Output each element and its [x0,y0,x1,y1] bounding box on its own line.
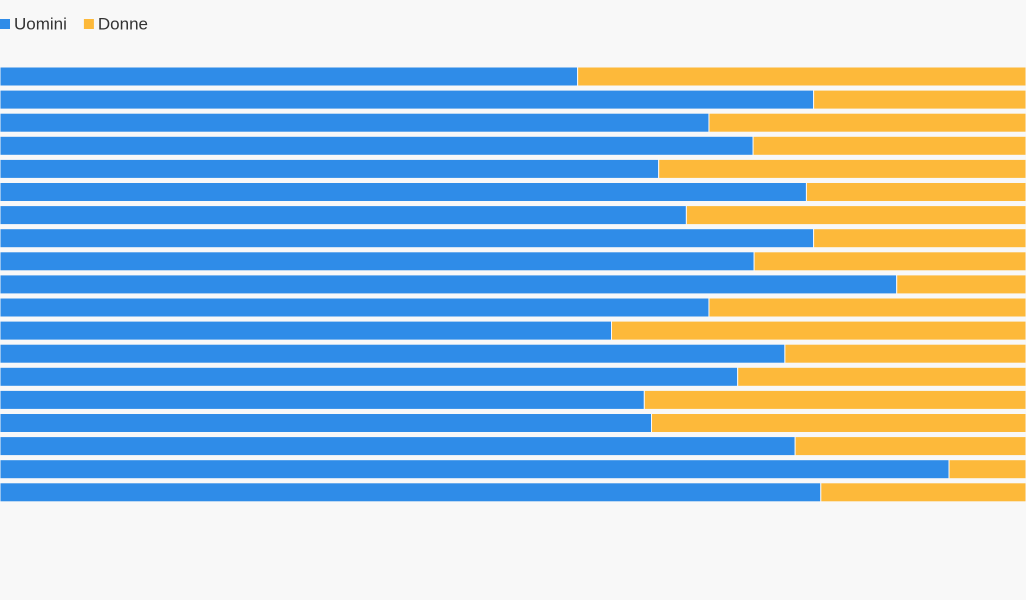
bar-segment [0,182,807,202]
legend-label: Donne [98,14,148,33]
bar-segment [752,135,1026,156]
bar-segment [784,343,1026,364]
bar-segment [0,205,687,226]
bar-segment [0,135,754,156]
bar-segment [0,413,653,433]
bar-segment [577,66,1026,87]
bar-segment [0,274,898,295]
bar-segment [0,158,660,179]
legend-swatch [83,19,94,29]
bar-segment [737,366,1026,387]
bar-segment [0,297,710,318]
bar-segment [896,274,1026,295]
bar-segment [658,158,1026,179]
bar-segment [685,205,1026,226]
bar-segment [0,482,822,503]
bar-segment [708,112,1026,133]
bar-segment [0,343,786,364]
bar-segment [643,389,1026,410]
bar-segment [0,366,739,387]
bar-segment [610,320,1026,341]
bar-segment [0,89,815,110]
bar-segment [753,251,1026,272]
bar-segment [794,436,1026,457]
bar-segment [820,482,1026,503]
bar-segment [0,459,950,480]
bar-segment [0,112,710,133]
bar-segment [948,459,1026,480]
bar-segment [0,251,755,272]
bar-segment [813,89,1026,110]
bar-segment [708,297,1026,318]
bar-segment [0,320,612,341]
bar-segment [0,228,815,249]
bar-segment [813,228,1026,249]
bar-segment [805,182,1026,202]
bar-segment [651,413,1026,433]
legend-swatch [0,19,10,29]
bar-segment [0,66,579,87]
bar-segment [0,436,796,457]
legend-label: Uomini [14,14,67,33]
bar-segment [0,389,645,410]
